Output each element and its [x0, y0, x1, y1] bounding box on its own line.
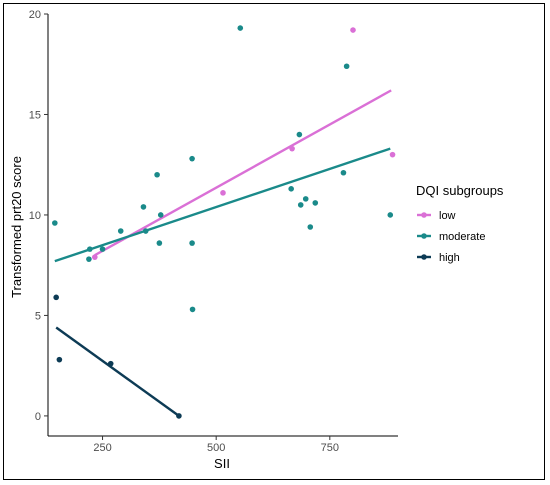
- data-point-moderate: [142, 228, 149, 234]
- data-point-low: [92, 254, 98, 260]
- data-point-low: [389, 151, 396, 158]
- fit-line-high: [55, 326, 180, 417]
- data-point-moderate: [340, 169, 347, 176]
- fit-line-low: [94, 89, 392, 257]
- data-point-moderate: [189, 240, 195, 246]
- data-point-moderate: [288, 186, 294, 192]
- data-point-moderate: [156, 240, 163, 246]
- x-tick-label: 250: [93, 442, 111, 454]
- y-tick-label: 5: [35, 310, 41, 322]
- data-point-moderate: [343, 63, 350, 70]
- x-tick-label: 750: [321, 442, 339, 454]
- data-point-moderate: [302, 196, 309, 202]
- legend-label-low: low: [439, 210, 456, 222]
- data-point-moderate: [312, 200, 319, 206]
- chart-frame: [3, 3, 545, 480]
- data-point-high: [53, 294, 59, 301]
- legend-title: DQI subgroups: [416, 183, 504, 198]
- data-point-moderate: [157, 212, 164, 218]
- data-point-moderate: [140, 204, 147, 210]
- legend: DQI subgroups low moderate high: [416, 183, 504, 264]
- data-point-moderate: [387, 212, 394, 218]
- data-point-low: [350, 27, 356, 33]
- data-point-moderate: [154, 171, 160, 178]
- x-axis-title: SII: [214, 456, 230, 471]
- y-axis-title: Transformed prt20 score: [9, 156, 24, 298]
- data-point-low: [289, 145, 295, 152]
- data-point-high: [176, 413, 182, 419]
- legend-key-point-low: [421, 212, 427, 218]
- data-point-moderate: [297, 202, 304, 208]
- axes: 0 5 10 15 20 250 500 750: [29, 9, 398, 454]
- legend-label-moderate: moderate: [439, 231, 485, 243]
- data-point-moderate: [87, 246, 93, 252]
- y-tick-label: 15: [29, 109, 41, 121]
- data-points: [52, 25, 396, 419]
- y-tick-label: 10: [29, 210, 41, 222]
- data-point-moderate: [99, 246, 106, 252]
- legend-key-point-moderate: [421, 233, 427, 239]
- legend-key-point-high: [421, 254, 427, 260]
- data-point-moderate: [237, 25, 244, 31]
- legend-label-high: high: [439, 252, 460, 264]
- data-point-moderate: [86, 256, 92, 262]
- data-point-moderate: [307, 224, 314, 230]
- data-point-moderate: [189, 155, 195, 162]
- data-point-moderate: [189, 306, 196, 313]
- data-point-moderate: [117, 228, 124, 234]
- fit-line-moderate: [54, 147, 391, 263]
- y-tick-label: 20: [29, 9, 41, 21]
- data-point-moderate: [52, 220, 58, 226]
- fit-lines: [54, 89, 392, 417]
- data-point-low: [220, 190, 226, 196]
- y-tick-label: 0: [35, 411, 41, 423]
- data-point-moderate: [296, 131, 303, 138]
- data-point-high: [107, 360, 114, 367]
- x-tick-label: 500: [207, 442, 225, 454]
- data-point-high: [56, 356, 63, 363]
